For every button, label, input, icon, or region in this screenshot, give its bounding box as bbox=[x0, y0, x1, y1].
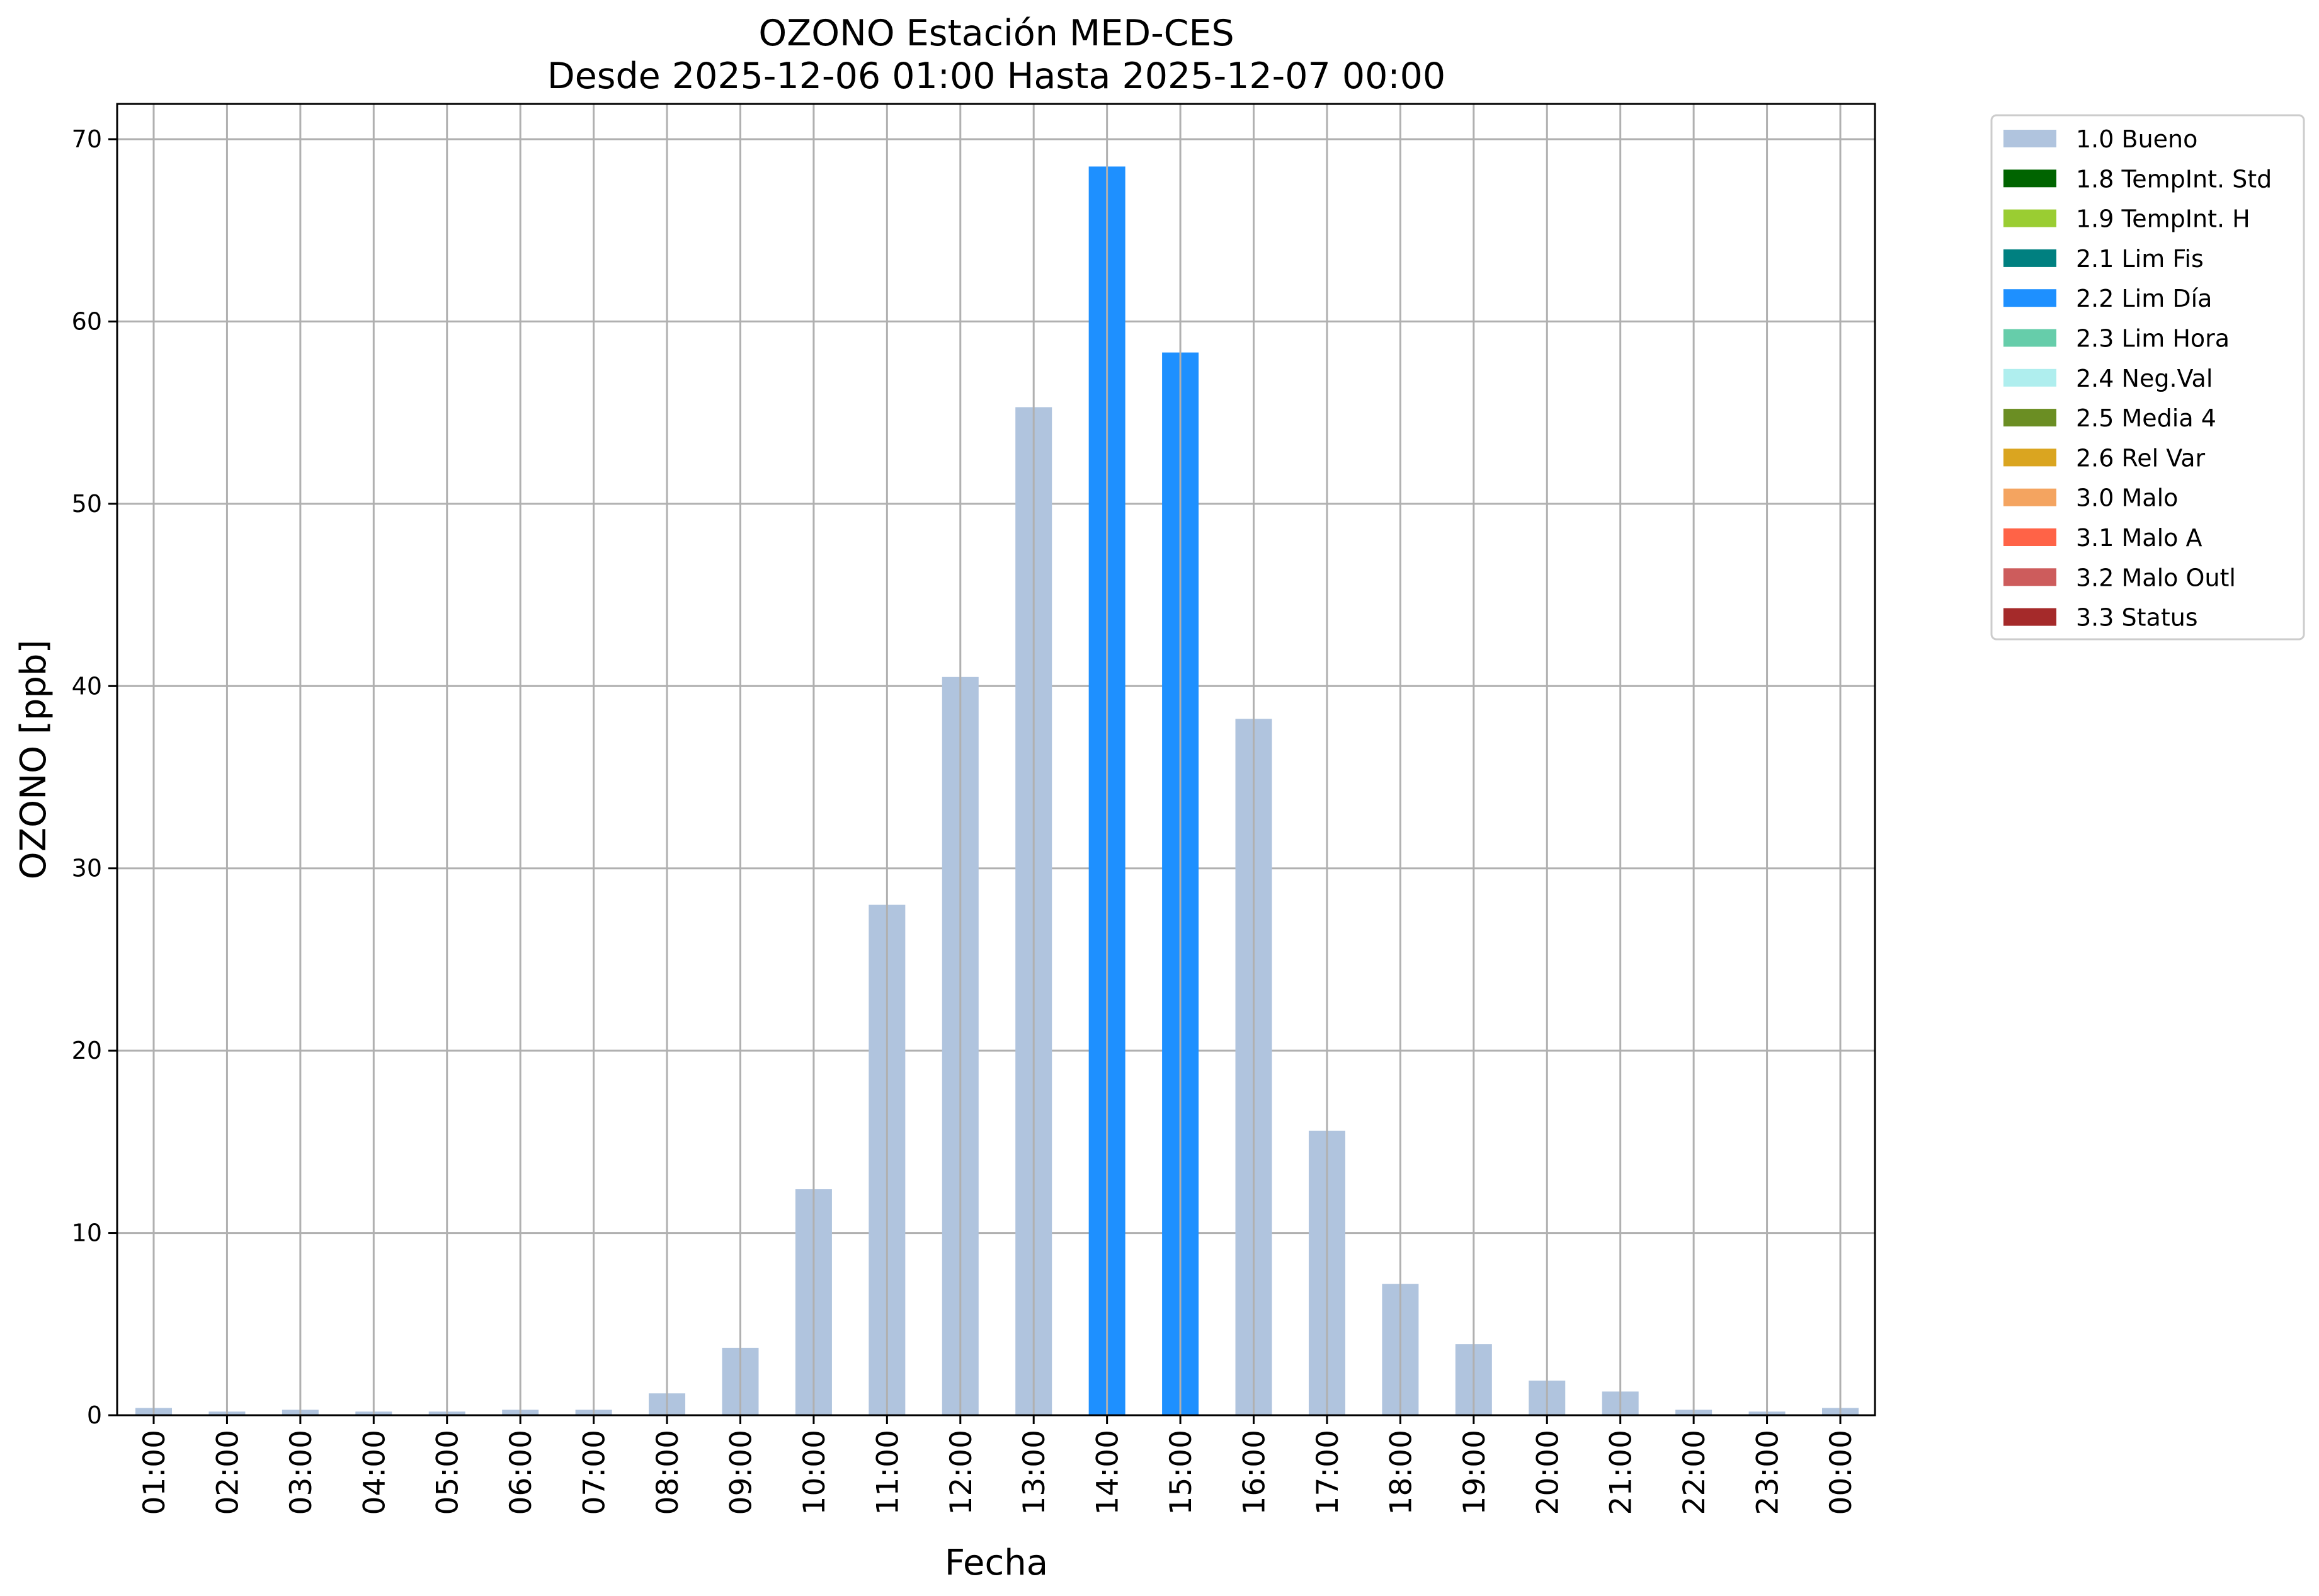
legend-swatch bbox=[2003, 488, 2056, 506]
x-axis-ticks: 01:00 02:00 03:00 04:00 05:00 06:00 07:00 08:00… bbox=[137, 1415, 1859, 1515]
legend-label: 2.3 Lim Hora bbox=[2076, 325, 2230, 353]
chart-title: OZONO Estación MED-CES bbox=[758, 13, 1234, 54]
legend-swatch bbox=[2003, 409, 2056, 427]
x-axis-label: Fecha bbox=[945, 1542, 1048, 1583]
grid-lines bbox=[117, 138, 1875, 1234]
legend-swatch bbox=[2003, 448, 2056, 467]
x-tick-label: 10:00 bbox=[797, 1430, 832, 1515]
x-tick-label: 18:00 bbox=[1384, 1430, 1418, 1515]
x-tick-label: 19:00 bbox=[1457, 1430, 1492, 1515]
plot-frame bbox=[116, 103, 1876, 1416]
legend-label: 3.1 Malo A bbox=[2076, 524, 2202, 552]
legend-label: 2.2 Lim Día bbox=[2076, 285, 2212, 312]
y-tick-label: 70 bbox=[72, 125, 102, 153]
y-tick-label: 50 bbox=[72, 490, 102, 518]
legend-swatch bbox=[2003, 130, 2056, 147]
legend-swatch bbox=[2003, 528, 2056, 546]
x-grid-lines bbox=[152, 104, 1842, 1415]
x-tick-label: 13:00 bbox=[1017, 1430, 1052, 1515]
legend-swatch bbox=[2003, 608, 2056, 626]
x-tick-label: 03:00 bbox=[284, 1430, 319, 1515]
legend-swatch bbox=[2003, 289, 2056, 307]
y-tick-label: 30 bbox=[72, 855, 102, 882]
legend-swatch bbox=[2003, 169, 2056, 188]
x-tick-label: 21:00 bbox=[1604, 1430, 1639, 1515]
y-tick-label: 40 bbox=[72, 672, 102, 700]
x-tick-label: 23:00 bbox=[1751, 1430, 1786, 1515]
legend-swatch bbox=[2003, 568, 2056, 586]
x-tick-label: 17:00 bbox=[1311, 1430, 1345, 1515]
x-tick-label: 07:00 bbox=[578, 1430, 612, 1515]
x-tick-label: 09:00 bbox=[724, 1430, 758, 1515]
legend-swatch bbox=[2003, 249, 2056, 267]
x-tick-label: 15:00 bbox=[1164, 1430, 1199, 1515]
x-tick-label: 11:00 bbox=[870, 1430, 905, 1515]
legend-label: 3.3 Status bbox=[2076, 604, 2198, 632]
y-tick-label: 60 bbox=[72, 307, 102, 335]
x-tick-label: 04:00 bbox=[357, 1430, 392, 1515]
legend-label: 1.0 Bueno bbox=[2076, 125, 2197, 153]
x-tick-label: 12:00 bbox=[944, 1430, 979, 1515]
chart-subtitle: Desde 2025-12-06 01:00 Hasta 2025-12-07 … bbox=[547, 55, 1445, 97]
x-tick-label: 22:00 bbox=[1677, 1430, 1712, 1515]
legend-label: 3.2 Malo Outl bbox=[2076, 564, 2236, 591]
y-axis-ticks: 0 10 20 30 40 50 60 70 bbox=[72, 125, 117, 1429]
x-tick-label: 14:00 bbox=[1091, 1430, 1125, 1515]
legend-label: 1.9 TempInt. H bbox=[2076, 205, 2250, 233]
x-tick-label: 05:00 bbox=[431, 1430, 465, 1515]
legend-label: 2.5 Media 4 bbox=[2076, 404, 2216, 432]
x-tick-label: 01:00 bbox=[137, 1430, 172, 1515]
x-tick-label: 02:00 bbox=[210, 1430, 245, 1515]
y-tick-label: 10 bbox=[72, 1219, 102, 1247]
x-tick-label: 16:00 bbox=[1238, 1430, 1272, 1515]
legend-frame bbox=[1990, 114, 2305, 641]
legend-label: 2.1 Lim Fis bbox=[2076, 245, 2204, 273]
legend-swatch bbox=[2003, 209, 2056, 227]
x-tick-label: 06:00 bbox=[504, 1430, 538, 1515]
legend-label: 2.4 Neg.Val bbox=[2076, 365, 2213, 392]
legend-label: 3.0 Malo bbox=[2076, 484, 2178, 512]
y-tick-label: 20 bbox=[72, 1037, 102, 1064]
x-tick-label: 00:00 bbox=[1824, 1430, 1859, 1515]
y-tick-label: 0 bbox=[87, 1401, 102, 1429]
legend-swatch bbox=[2003, 329, 2056, 347]
bars bbox=[135, 166, 1859, 1416]
legend: 1.0 Bueno 1.8 TempInt. Std 1.9 TempInt. H 2… bbox=[1990, 114, 2305, 641]
legend-swatch bbox=[2003, 368, 2056, 387]
legend-label: 2.6 Rel Var bbox=[2076, 444, 2206, 472]
legend-label: 1.8 TempInt. Std bbox=[2076, 165, 2272, 193]
y-axis-label: OZONO [ppb] bbox=[13, 640, 54, 880]
x-tick-label: 08:00 bbox=[651, 1430, 685, 1515]
x-tick-label: 20:00 bbox=[1530, 1430, 1565, 1515]
